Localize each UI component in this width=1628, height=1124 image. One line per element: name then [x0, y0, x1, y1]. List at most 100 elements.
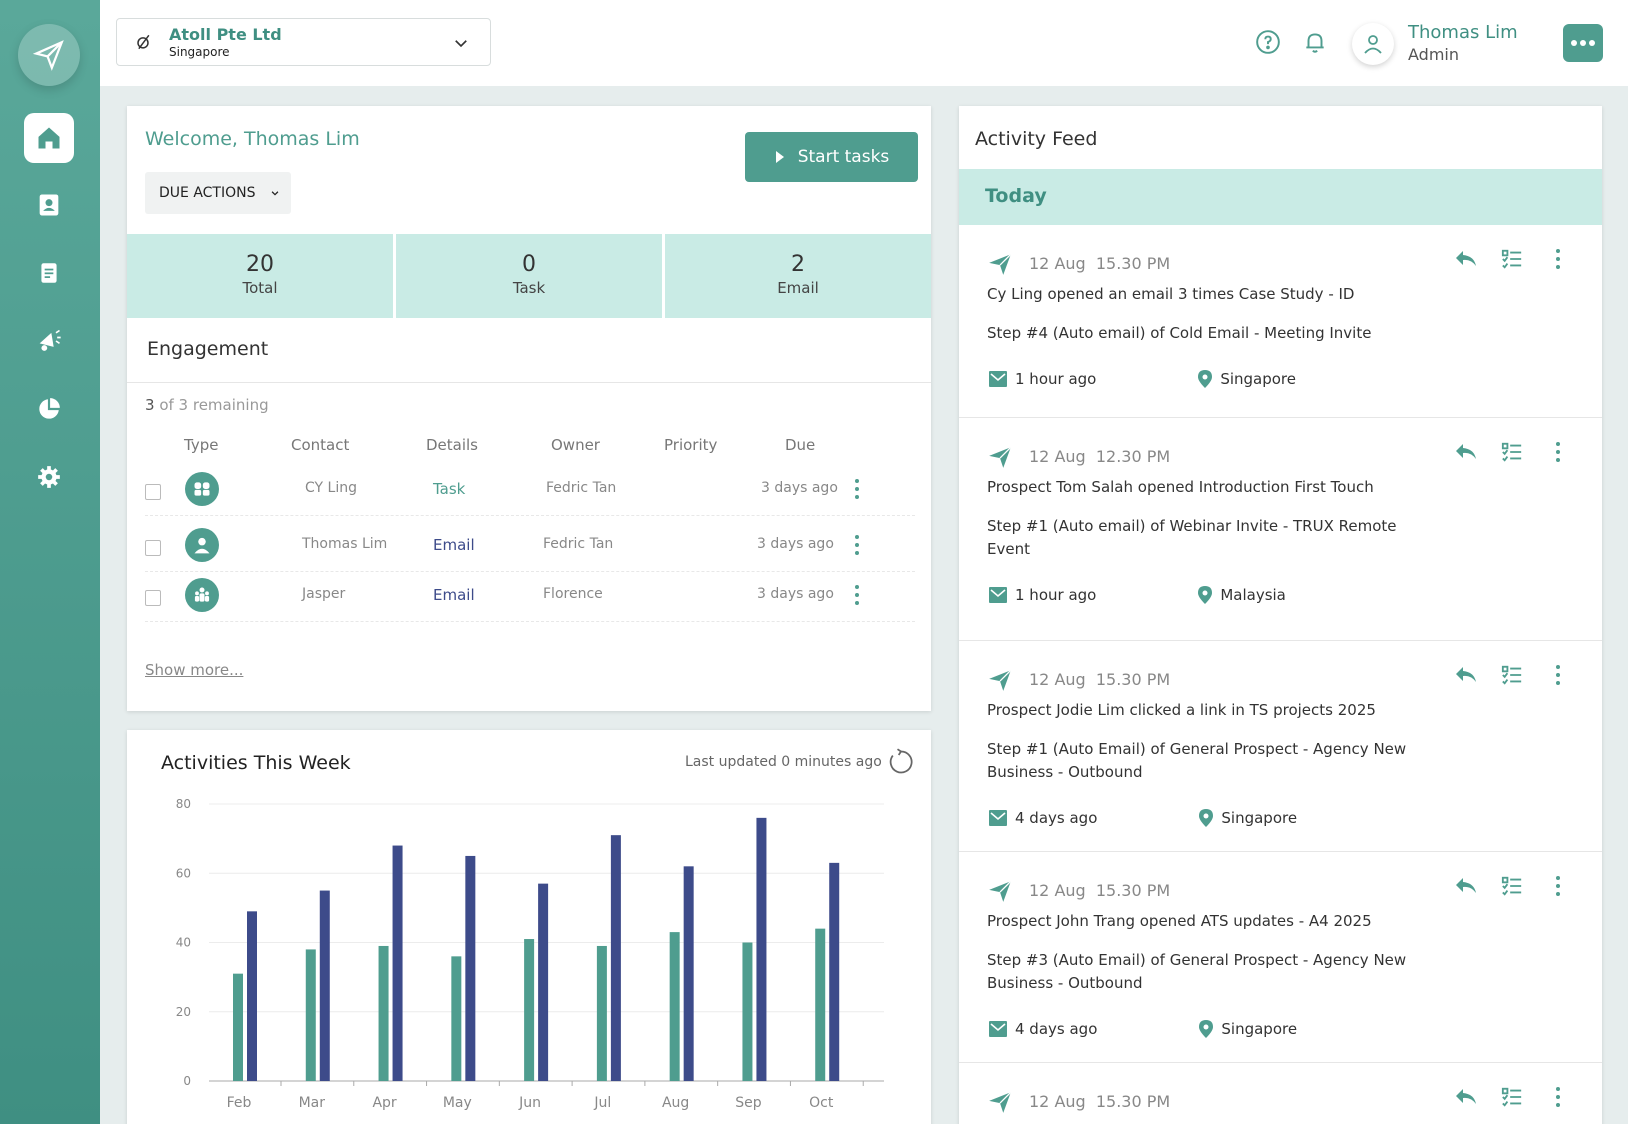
reply-button[interactable] [1454, 874, 1478, 898]
row-menu-button[interactable] [849, 530, 865, 560]
bell-icon [1306, 33, 1324, 53]
chart-bar [669, 932, 680, 1081]
user-name: Thomas Lim [1408, 22, 1518, 43]
welcome-panel: Welcome, Thomas Lim Start tasks DUE ACTI… [127, 106, 931, 711]
sidebar-item-documents[interactable] [24, 248, 74, 298]
help-button[interactable] [1253, 27, 1283, 57]
app-logo[interactable] [18, 24, 80, 86]
row-checkbox[interactable] [145, 540, 161, 556]
row-owner: Fedric Tan [543, 536, 614, 552]
sidebar [0, 0, 100, 1124]
user-role: Admin [1408, 45, 1459, 64]
chevron-down-icon [452, 34, 470, 56]
stat-task[interactable]: 0 Task [396, 234, 662, 318]
column-header-details[interactable]: Details [426, 436, 479, 454]
avatar[interactable] [1352, 23, 1394, 65]
chart-bar [742, 942, 753, 1081]
feed-item[interactable]: 12 Aug 15.30 PM Prospect John Trang open… [959, 852, 1602, 1063]
feed-item-menu-button[interactable] [1546, 247, 1570, 271]
notifications-button[interactable] [1300, 27, 1330, 57]
sidebar-item-campaigns[interactable] [24, 316, 74, 366]
chart-bar [233, 973, 243, 1081]
add-task-button[interactable] [1500, 247, 1524, 271]
remaining-text: of 3 remaining [159, 396, 269, 414]
document-icon [41, 263, 57, 283]
checklist-icon [1501, 665, 1522, 685]
add-task-button[interactable] [1500, 1085, 1524, 1109]
user-icon [1364, 35, 1382, 54]
row-menu-button[interactable] [849, 580, 865, 610]
feed-item-step[interactable]: Step #4 (Auto email) of Cold Email - Mee… [987, 324, 1372, 342]
mail-icon [989, 371, 1007, 387]
feed-item[interactable]: 12 Aug 12.30 PM Prospect Tom Salah opene… [959, 418, 1602, 641]
row-checkbox[interactable] [145, 590, 161, 606]
reply-button[interactable] [1454, 663, 1478, 687]
start-tasks-label: Start tasks [797, 147, 890, 167]
row-details[interactable]: Email [433, 586, 475, 604]
feed-item-step[interactable]: Step #1 (Auto email) of Webinar Invite -… [987, 517, 1397, 558]
due-actions-select[interactable]: DUE ACTIONS [145, 172, 291, 214]
sidebar-item-contacts[interactable] [24, 180, 74, 230]
feed-item-menu-button[interactable] [1546, 663, 1570, 687]
company-location: Singapore [169, 45, 230, 59]
row-checkbox[interactable] [145, 484, 161, 500]
row-details[interactable]: Email [433, 536, 475, 554]
add-task-button[interactable] [1500, 663, 1524, 687]
row-contact[interactable]: CY Ling [305, 480, 357, 496]
feed-item-location: Malaysia [1220, 586, 1286, 604]
reply-button[interactable] [1454, 440, 1478, 464]
row-contact[interactable]: Jasper [302, 586, 346, 602]
feed-item-meta: 4 days ago Singapore [989, 1020, 1297, 1038]
reply-button[interactable] [1454, 1085, 1478, 1109]
feed-item[interactable]: 12 Aug 15.30 PM Cy Ling opened an email … [959, 225, 1602, 418]
add-task-button[interactable] [1500, 440, 1524, 464]
column-header-owner[interactable]: Owner [551, 436, 600, 454]
kebab-icon [1556, 442, 1560, 462]
more-button[interactable] [1563, 24, 1603, 62]
reply-button[interactable] [1454, 247, 1478, 271]
refresh-button[interactable] [887, 748, 915, 776]
sidebar-item-home[interactable] [24, 113, 74, 163]
sidebar-item-settings[interactable] [24, 452, 74, 502]
table-row[interactable]: Jasper Email Florence 3 days ago [145, 572, 915, 622]
x-tick-label: May [443, 1095, 472, 1111]
column-header-type[interactable]: Type [184, 436, 219, 454]
column-header-due[interactable]: Due [785, 436, 816, 454]
feed-item-menu-button[interactable] [1546, 874, 1570, 898]
chart-bar [451, 956, 462, 1081]
feed-item-meta: 4 days ago Singapore [989, 809, 1297, 827]
feed-item[interactable]: 12 Aug 15.30 PM [959, 1063, 1602, 1124]
paper-plane-icon [989, 1091, 1012, 1113]
stat-email[interactable]: 2 Email [665, 234, 931, 318]
y-tick-label: 20 [176, 1005, 191, 1019]
feed-item-menu-button[interactable] [1546, 1085, 1570, 1109]
table-row[interactable]: Thomas Lim Email Fedric Tan 3 days ago [145, 522, 915, 572]
table-row[interactable]: CY Ling Task Fedric Tan 3 days ago [145, 466, 915, 516]
row-contact[interactable]: Thomas Lim [302, 536, 388, 552]
feed-item-date: 12 Aug [1029, 670, 1086, 689]
stat-label: Email [777, 279, 819, 297]
home-icon [38, 127, 60, 149]
feed-item-step[interactable]: Step #3 (Auto Email) of General Prospect… [987, 951, 1407, 992]
feed-item-event: Prospect Jodie Lim clicked a link in TS … [987, 701, 1376, 719]
feed-item-time: 12.30 PM [1095, 447, 1171, 466]
show-more-link[interactable]: Show more... [145, 661, 244, 679]
add-task-button[interactable] [1500, 874, 1524, 898]
feed-item-menu-button[interactable] [1546, 440, 1570, 464]
checklist-icon [1501, 249, 1522, 269]
column-header-contact[interactable]: Contact [291, 436, 350, 454]
stat-value: 20 [246, 252, 274, 277]
stat-total[interactable]: 20 Total [127, 234, 393, 318]
sidebar-item-reports[interactable] [24, 384, 74, 434]
row-details[interactable]: Task [433, 480, 466, 498]
megaphone-icon [39, 329, 61, 351]
family-icon [185, 578, 219, 612]
feed-item-step[interactable]: Step #1 (Auto Email) of General Prospect… [987, 740, 1407, 781]
kebab-icon [855, 535, 859, 555]
row-menu-button[interactable] [849, 474, 865, 504]
column-header-priority[interactable]: Priority [664, 436, 718, 454]
start-tasks-button[interactable]: Start tasks [745, 132, 918, 182]
feed-item[interactable]: 12 Aug 15.30 PM Prospect Jodie Lim click… [959, 641, 1602, 852]
company-selector[interactable]: Atoll Pte Ltd Singapore [116, 18, 491, 66]
feed-item-actions [1454, 663, 1570, 687]
